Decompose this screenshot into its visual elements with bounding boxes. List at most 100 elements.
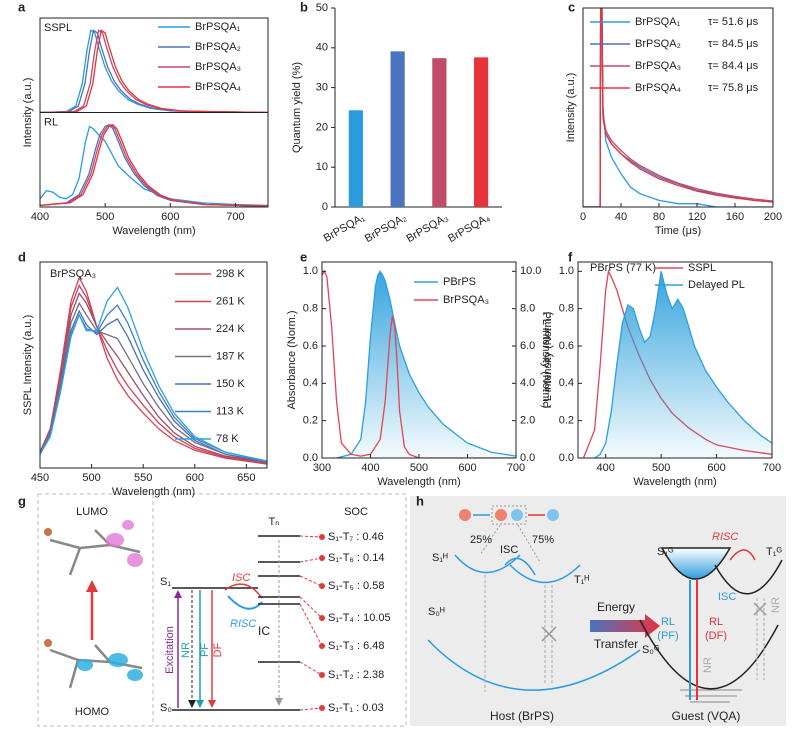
- isc-arrow: [224, 583, 263, 599]
- soc-entry: S₁-T₇ : 0.46: [328, 531, 384, 543]
- legend-label: 224 K: [216, 323, 245, 335]
- soc-entry: S₁-T₁ : 0.03: [328, 702, 384, 714]
- soc-entry: S₁-T₂ : 2.38: [328, 669, 384, 681]
- soc-entry: S₁-T₆ : 0.14: [328, 552, 384, 564]
- rl-pf-label: RL: [661, 616, 675, 628]
- x-tick-label: BrPSQA₃: [404, 212, 450, 245]
- panel-label: a: [18, 0, 26, 14]
- electron: [495, 509, 507, 521]
- soc-dot: [319, 615, 325, 621]
- y2-tick-label: 8.0: [520, 303, 535, 315]
- soc-entry: S₁-T₅ : 0.58: [328, 580, 384, 592]
- transfer-label: Transfer: [594, 637, 638, 651]
- s1-guest-curve: [660, 547, 732, 580]
- t1-host-label: T₁ᴴ: [574, 574, 589, 586]
- energy-transfer-arrow: [590, 614, 660, 638]
- legend-lifetime: τ= 84.4 μs: [708, 60, 759, 72]
- risc-arrow: [227, 595, 263, 610]
- s0-guest-label: S₀ᴳ: [642, 644, 660, 656]
- hole: [511, 509, 523, 521]
- x-tick-label: 80: [653, 211, 665, 223]
- df-label: DF: [212, 642, 224, 657]
- legend-label: BrPSQA₃: [195, 61, 241, 73]
- legend-label: BrPSQA₄: [195, 81, 242, 93]
- y-tick-label: 30: [316, 82, 328, 94]
- legend-label: 78 K: [216, 433, 239, 445]
- y2-tick-label: 6.0: [520, 340, 535, 352]
- panel-label: d: [18, 249, 26, 264]
- arrowhead: [188, 700, 196, 708]
- electron: [459, 509, 471, 521]
- rl-pf-label: (PF): [657, 630, 678, 642]
- x-tick-label: 500: [410, 462, 428, 474]
- y-tick-label: 0.2: [303, 415, 318, 427]
- x-tick-label: 500: [96, 211, 114, 223]
- nr-label: NR: [770, 597, 782, 613]
- y-axis-label: SSPL Intensity (a.u.): [22, 315, 34, 415]
- panel-label: c: [568, 0, 575, 14]
- nr-label: NR: [180, 642, 192, 658]
- t1-host-curve: [509, 564, 581, 584]
- arrowhead: [196, 700, 204, 708]
- legend-label: BrPSQA₃: [443, 294, 489, 306]
- cross: [753, 602, 767, 616]
- x-tick-label: 700: [226, 211, 244, 223]
- s1-label: S₁: [160, 576, 171, 588]
- molecule-lumo: [44, 520, 143, 576]
- y2-tick-label: 0.0: [520, 452, 535, 464]
- t1-guest-label: T₁ᴳ: [766, 546, 782, 558]
- series-line: [40, 301, 267, 463]
- x-tick-label: 600: [458, 462, 476, 474]
- triplet-levels: [258, 535, 300, 663]
- s0-host-label: S₀ᴴ: [428, 606, 445, 618]
- panel-label: g: [18, 493, 26, 508]
- x-tick-label: 300: [313, 462, 331, 474]
- y-tick-label: 0.2: [559, 415, 574, 427]
- y-tick-label: 0.4: [303, 377, 318, 389]
- soc-dot: [319, 555, 325, 561]
- legend-label: 298 K: [216, 268, 245, 280]
- y-tick-label: 0.0: [303, 452, 318, 464]
- tn-label: Tₙ: [268, 516, 279, 528]
- y-axis-label: Absorbance (Norm.): [286, 310, 298, 409]
- x-tick-label: 600: [186, 472, 204, 484]
- bar: [432, 58, 447, 208]
- risc-label: RISC: [230, 618, 256, 630]
- series-line: [583, 8, 773, 207]
- y-tick-label: 0.6: [559, 340, 574, 352]
- arrowhead: [208, 700, 216, 708]
- series-line: [40, 276, 267, 465]
- rl-df-label: RL: [709, 616, 723, 628]
- lumo-label: LUMO: [76, 506, 108, 518]
- legend-label: 261 K: [216, 295, 245, 307]
- legend-label: BrPSQA₃: [635, 60, 681, 72]
- x-tick-label: 650: [237, 472, 255, 484]
- y-axis-label: PL intensity (Norm.): [542, 312, 554, 409]
- cross: [541, 626, 557, 642]
- legend-label: PBrPS: [443, 276, 476, 288]
- x-tick-label: 400: [361, 462, 379, 474]
- risc-arrow: [729, 549, 756, 561]
- x-tick-label: 0: [580, 211, 586, 223]
- t1-guest-curve: [714, 559, 783, 595]
- homo-label: HOMO: [75, 706, 110, 718]
- legend-label: 113 K: [216, 405, 245, 417]
- series-line: [583, 8, 773, 207]
- soc-link: [299, 557, 323, 563]
- frame: [37, 493, 407, 727]
- series-line: [40, 29, 268, 113]
- x-axis-label: Wavelength (nm): [633, 476, 716, 488]
- area: [594, 271, 772, 458]
- x-tick-label: 450: [31, 472, 49, 484]
- x-tick-label: 120: [688, 211, 706, 223]
- x-tick-label: 200: [764, 211, 782, 223]
- soc-link: [299, 535, 323, 538]
- s1-host-curve: [454, 554, 521, 574]
- y-axis-label: Quantum yield (%): [291, 62, 303, 153]
- y-tick-label: 50: [316, 2, 328, 14]
- plot-frame: [39, 112, 269, 208]
- risc-guest-label: RISC: [712, 531, 738, 543]
- soc-dot: [319, 534, 325, 540]
- y2-tick-label: 2.0: [520, 415, 535, 427]
